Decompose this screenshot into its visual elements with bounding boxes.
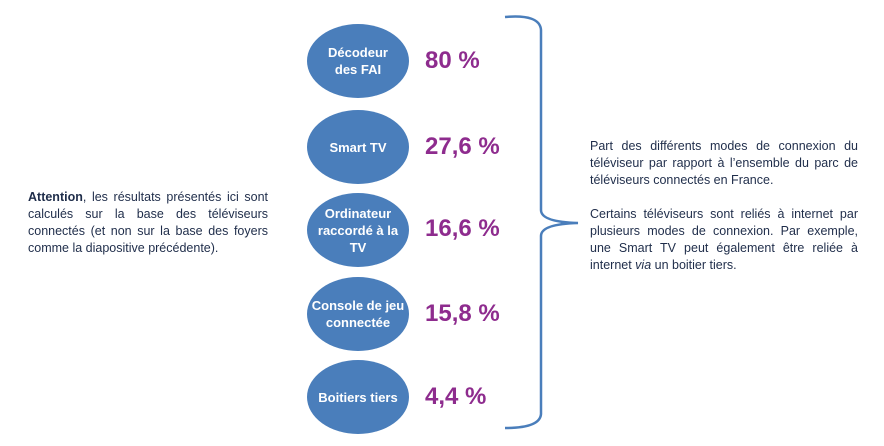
left-note-text: , les résultats présentés ici sont calcu…: [28, 190, 268, 255]
right-note-p1: Part des différents modes de connexion d…: [590, 139, 858, 187]
oval-label: Smart TV: [329, 139, 387, 155]
left-note: Attention, les résultats présentés ici s…: [28, 189, 268, 257]
oval-console: Console de jeu connectée: [307, 277, 409, 351]
right-note: Part des différents modes de connexion d…: [590, 138, 858, 291]
oval-label: Ordinateur raccordé à la TV: [317, 205, 399, 255]
oval-smart-tv: Smart TV: [307, 110, 409, 184]
value-ordinateur: 16,6 %: [425, 215, 500, 242]
right-note-p2-italic: via: [635, 258, 652, 272]
right-note-p2: Certains téléviseurs sont reliés à inter…: [590, 206, 858, 274]
right-note-p2-a: Certains téléviseurs sont reliés à inter…: [590, 207, 858, 272]
oval-decodeur: Décodeur des FAI: [307, 24, 409, 98]
oval-label: Décodeur des FAI: [328, 45, 388, 77]
value-decodeur: 80 %: [425, 47, 480, 74]
right-note-p2-b: un boitier tiers.: [651, 258, 737, 272]
value-smart-tv: 27,6 %: [425, 133, 500, 160]
oval-ordinateur: Ordinateur raccordé à la TV: [307, 193, 409, 267]
value-console: 15,8 %: [425, 300, 500, 327]
oval-label: Console de jeu connectée: [311, 298, 405, 330]
value-boitiers: 4,4 %: [425, 383, 487, 410]
oval-boitiers: Boitiers tiers: [307, 360, 409, 434]
left-note-bold: Attention: [28, 190, 83, 204]
oval-label: Boitiers tiers: [318, 389, 398, 405]
